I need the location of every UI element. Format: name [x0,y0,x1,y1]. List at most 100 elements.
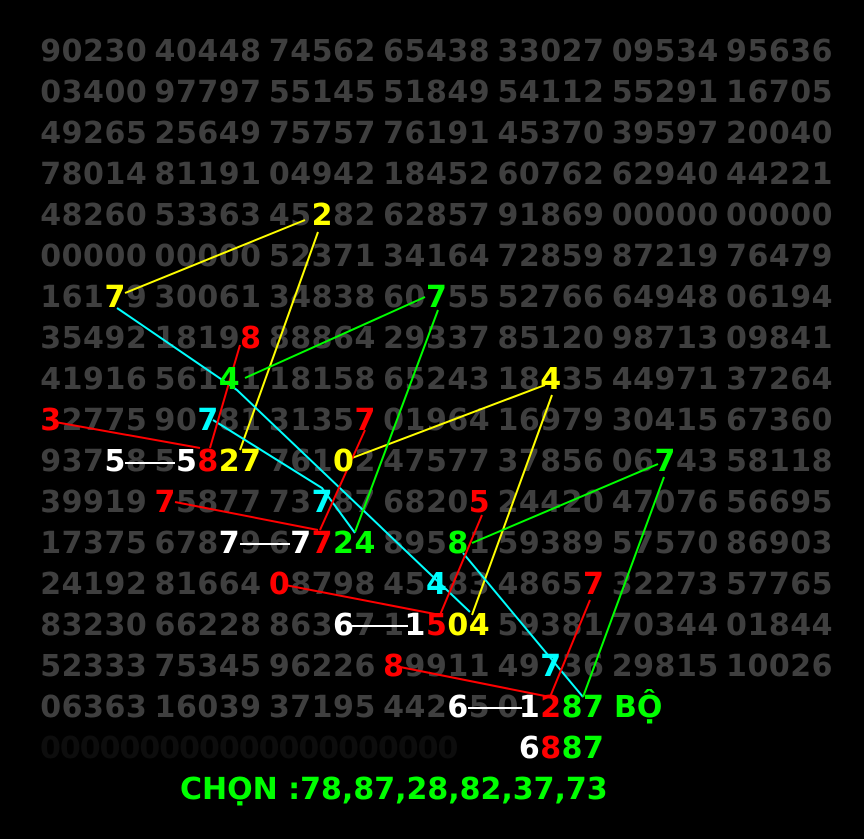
grid-digit: 4 [518,75,540,110]
grid-digit: 2 [611,649,633,684]
grid-digit: 5 [125,526,147,561]
grid-digit: 4 [633,280,655,315]
grid-digit: 7 [561,403,583,438]
grid-digit: 8 [240,608,262,643]
grid-digit: 6 [104,116,126,151]
choose-label: CHỌN :78,87,28,82,37,73 [180,772,608,807]
grid-digit: 6 [125,362,147,397]
grid-digit: 1 [240,157,262,192]
grid-digit: 2 [197,608,219,643]
highlighted-digit: 8 [447,526,469,561]
grid-digit: 6 [104,690,126,725]
grid-digit: 8 [447,567,469,602]
grid-digit: 1 [61,362,83,397]
grid-digit: 0 [197,690,219,725]
grid-digit: 3 [697,321,719,356]
grid-digit: 9 [633,34,655,69]
grid-digit: 8 [540,239,562,274]
green-line [471,463,659,544]
grid-digit: 8 [333,198,354,233]
grid-digit: 2 [354,34,376,69]
bo-label: BỘ [614,690,663,725]
grid-digit: 6 [611,157,633,192]
grid-digit: 0 [611,198,633,233]
grid-digit: 8 [61,157,83,192]
grid-digit: 0 [697,157,719,192]
grid-digit: 2 [468,157,490,192]
grid-digit: 7 [40,157,62,192]
grid-digit: 4 [290,34,312,69]
grid-digit: 1 [104,485,126,520]
grid-digit: 0 [811,403,833,438]
grid-digit: 1 [583,608,604,643]
grid-digit: 4 [290,157,312,192]
grid-digit: 1 [726,649,747,684]
grid-digit: 5 [268,75,290,110]
grid-digit: 4 [790,116,812,151]
grid-digit: 5 [497,280,519,315]
grid-digit: 1 [197,362,219,397]
grid-digit: 1 [811,157,833,192]
grid-digit: 8 [354,567,376,602]
grid-digit: 1 [404,403,426,438]
red-line [549,599,591,698]
grid-digit: 8 [811,444,833,479]
grid-digit: 0 [125,608,147,643]
grid-digit: 0 [768,198,790,233]
grid-digit: 5 [354,75,376,110]
grid-digit: 4 [811,280,833,315]
grid-digit: 8 [354,280,376,315]
grid-digit: 5 [154,444,176,479]
grid-digit: 9 [40,34,62,69]
grid-digit: 8 [561,526,583,561]
grid-digit: 6 [175,690,197,725]
grid-digit: 8 [747,444,769,479]
grid-digit: 9 [240,690,262,725]
grid-digit: 1 [468,116,490,151]
grid-digit: 6 [447,239,469,274]
grid-digit: 2 [633,157,655,192]
grid-digit: 6 [218,280,240,315]
grid-digit: 8 [611,239,633,274]
grid-digit: 6 [354,649,376,684]
grid-digit: 0 [40,690,62,725]
grid-digit: 5 [383,75,405,110]
grid-digit: 2 [61,403,83,438]
highlighted-digit: 4 [425,567,447,602]
grid-digit: 5 [747,34,769,69]
grid-digit: 7 [154,649,176,684]
highlighted-digit: 7 [240,444,262,479]
grid-digit: 8 [354,362,376,397]
grid-digit: 8 [561,608,583,643]
grid-digit: 4 [675,157,697,192]
grid-digit: 7 [468,198,490,233]
highlighted-digit: 8 [240,321,262,356]
grid-digit: 3 [175,198,197,233]
grid-digit: 2 [790,649,812,684]
grid-digit: 8 [425,198,447,233]
grid-digit: 0 [197,280,219,315]
grid-digit: 2 [790,157,812,192]
grid-digit: 6 [811,649,833,684]
grid-digit: 8 [40,608,62,643]
grid-digit: 7 [447,444,469,479]
grid-digit: 7 [726,239,747,274]
grid-digit: 4 [447,362,469,397]
grid-digit: 6 [583,280,604,315]
yellow-line [124,219,306,294]
grid-digit: 8 [540,444,562,479]
grid-digit: 9 [790,280,812,315]
grid-digit: 5 [154,198,176,233]
grid-digit: 8 [175,321,197,356]
grid-digit: 8 [654,649,676,684]
grid-digit: 3 [540,116,562,151]
grid-digit: 9 [425,403,447,438]
grid-digit: 0 [747,116,769,151]
grid-digit: 2 [218,608,240,643]
grid-digit: 8 [197,526,219,561]
grid-digit: 0 [197,239,219,274]
grid-digit: 3 [61,608,83,643]
grid-digit: 2 [583,157,604,192]
grid-digit: 8 [518,567,540,602]
grid-digit: 7 [268,116,290,151]
